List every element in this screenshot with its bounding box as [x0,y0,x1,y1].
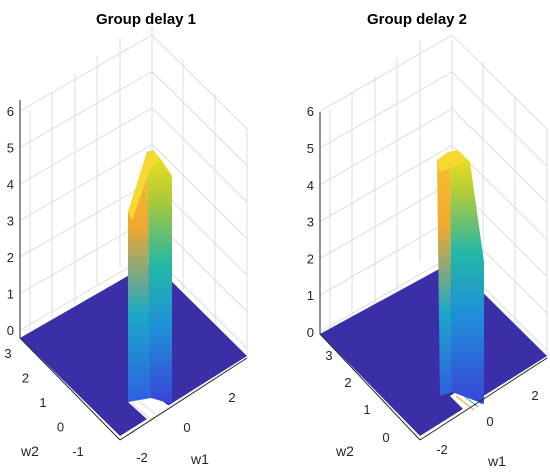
z-gridline [319,145,453,223]
xlabel-1: w1 [190,451,209,467]
y-tick: 0 [57,420,64,435]
x-tick: -2 [436,442,448,457]
peak-top-2 [437,150,466,172]
peak-front-2 [450,152,484,404]
peak-top-1 [128,150,160,220]
xlabel-2: w1 [487,453,506,469]
x-tick: 0 [183,420,190,435]
y-tick: 0 [382,430,389,445]
z-tick: 4 [7,177,14,192]
ylabel-1: w2 [20,443,39,459]
z-tick: 6 [307,104,314,119]
grid-1 [29,26,248,358]
x-tick-labels-2: -2 0 2 [436,388,538,457]
ylabel-2: w2 [335,443,354,459]
z-gridline [19,107,153,185]
z-gridline [19,34,153,112]
z-tick: 2 [307,251,314,266]
z-tick: 3 [307,215,314,230]
z-gridline [19,144,153,221]
y-tick: 3 [325,348,332,363]
z-gridline [151,144,248,239]
z-tick: 4 [307,178,314,193]
x-tick: 2 [531,388,538,403]
z-gridline [19,180,153,258]
z-gridline [451,34,548,130]
z-gridline [319,71,453,149]
y-tick: 3 [4,346,11,361]
z-gridline [451,108,548,204]
y-tick: 2 [344,375,351,390]
z-tick: 5 [7,141,14,156]
z-gridline [319,34,453,112]
z-tick-labels-1: 0 1 2 3 4 5 6 [7,104,14,338]
z-tick: 1 [307,288,314,303]
x-tick: 2 [228,390,235,405]
z-tick: 0 [307,325,314,340]
z-gridline [319,181,453,259]
y-tick: 2 [22,371,29,386]
x-tick: -2 [136,450,148,465]
title-2: Group delay 2 [367,11,467,28]
y-tick: 1 [39,395,46,410]
title-1: Group delay 1 [96,11,196,28]
z-tick: 5 [307,141,314,156]
z-gridline [151,71,248,166]
z-gridline [151,34,248,130]
z-gridline [151,107,248,203]
y-tick: 1 [363,402,370,417]
z-tick-labels-2: 0 1 2 3 4 5 6 [307,104,314,340]
floor-2 [320,262,547,436]
z-tick: 3 [7,214,14,229]
z-gridline [451,71,548,167]
z-tick: 2 [7,250,14,265]
z-tick: 1 [7,287,14,302]
x-tick-labels-1: -2 0 2 [136,390,235,465]
x-tick: 0 [486,414,493,429]
peak-side-2 [437,156,452,396]
z-gridline [319,108,453,186]
z-tick: 6 [7,104,14,119]
y-tick: -1 [72,444,84,459]
z-tick: 0 [7,323,14,338]
z-gridline [319,255,453,333]
peak-front-1 [147,152,172,404]
z-gridline [319,218,453,296]
z-gridline [19,71,153,148]
